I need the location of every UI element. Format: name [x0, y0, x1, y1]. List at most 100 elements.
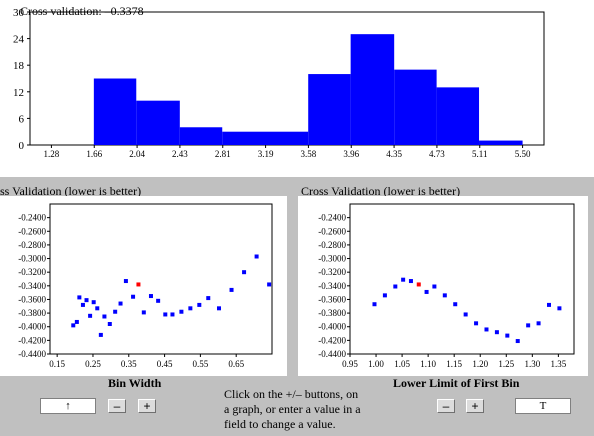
data-point [505, 333, 510, 338]
data-point [102, 314, 107, 319]
data-point [197, 302, 202, 307]
data-point [372, 302, 377, 307]
plot-y-tick-label: -0.4000 [318, 322, 346, 332]
lower-limit-plus-button[interactable]: + [466, 399, 484, 413]
histogram-y-tick-label: 30 [13, 7, 25, 19]
histogram-bar [350, 34, 395, 145]
plot-x-tick-label: 0.65 [228, 359, 244, 369]
data-point [442, 293, 447, 298]
histogram-x-tick-label: 5.50 [515, 149, 531, 159]
histogram-bar [479, 140, 523, 145]
histogram-bar [308, 74, 351, 145]
histogram-x-tick-label: 4.35 [386, 149, 402, 159]
histogram-bar [93, 78, 137, 145]
instructions-line-1: Click on the +/– buttons, on [224, 387, 359, 401]
data-point [217, 306, 222, 311]
data-point [113, 309, 118, 314]
plot-y-tick-label: -0.3800 [18, 308, 46, 318]
bin-width-plus-button[interactable]: + [138, 399, 156, 413]
data-point [401, 277, 406, 282]
instructions-line-3: field to change a value. [224, 417, 336, 431]
histogram-bar [436, 87, 480, 145]
data-point [80, 302, 85, 307]
data-point [88, 313, 93, 318]
plot-x-tick-label: 0.35 [121, 359, 137, 369]
plot-y-tick-label: -0.4400 [18, 349, 46, 359]
plot-y-tick-label: -0.3200 [18, 267, 46, 277]
data-point [118, 301, 123, 306]
plot-x-tick-label: 0.25 [85, 359, 101, 369]
data-point [546, 302, 551, 307]
plot-y-tick-label: -0.2800 [318, 240, 346, 250]
plot-y-tick-label: -0.3600 [18, 294, 46, 304]
histogram-bar [179, 127, 223, 145]
histogram-y-tick-label: 0 [19, 140, 25, 152]
data-point [494, 330, 499, 335]
right-plot-title: Cross Validation (lower is better) [301, 184, 461, 198]
data-point [393, 284, 398, 289]
plot-y-tick-label: -0.3800 [318, 308, 346, 318]
histogram-y-tick-label: 12 [13, 87, 24, 99]
data-point [131, 294, 136, 299]
histogram-y-tick-label: 18 [13, 60, 25, 72]
data-point [484, 327, 489, 332]
data-point [432, 284, 437, 289]
data-point [163, 312, 168, 317]
histogram-x-tick-label: 2.04 [129, 149, 145, 159]
data-point [84, 298, 89, 303]
plot-y-tick-label: -0.3000 [318, 254, 346, 264]
data-point [408, 279, 413, 284]
data-point [453, 302, 458, 307]
data-point [71, 323, 76, 328]
plot-x-tick-label: 0.15 [49, 359, 65, 369]
histogram-x-tick-label: 3.58 [301, 149, 317, 159]
plot-x-tick-label: 1.15 [446, 359, 462, 369]
left-plot-panel: -0.4400 -0.4200 -0.4000 -0.3800 -0.3600 -0.34… [0, 196, 287, 376]
bin-width-minus-button[interactable]: – [108, 399, 126, 413]
data-point [526, 323, 531, 328]
instructions-line-2: a graph, or enter a value in a [224, 402, 361, 416]
data-point [206, 296, 211, 301]
plot-y-tick-label: -0.2600 [318, 226, 346, 236]
plot-y-tick-label: -0.2600 [18, 226, 46, 236]
data-point [156, 298, 161, 303]
data-point [382, 293, 387, 298]
bin-width-plot[interactable]: -0.4400 -0.4200 -0.4000 -0.3800 -0.3600 -0.34… [0, 196, 287, 376]
plot-frame [49, 203, 273, 355]
plot-x-tick-label: 1.20 [472, 359, 488, 369]
histogram-x-tick-label: 5.11 [472, 149, 487, 159]
histogram-y-tick-label: 6 [19, 113, 25, 125]
histogram-chart[interactable]: 0 6 12 18 24 30 1.28 1.66 2.04 2.43 2.81 3.19 3.58 3.… [0, 0, 594, 176]
plot-y-tick-label: -0.3000 [18, 254, 46, 264]
plot-x-tick-label: 1.35 [550, 359, 566, 369]
data-point [229, 287, 234, 292]
histogram-x-tick-label: 3.19 [258, 149, 274, 159]
histogram-x-tick-label: 1.28 [44, 149, 60, 159]
data-point [424, 289, 429, 294]
histogram-y-tick-label: 24 [13, 34, 25, 46]
lower-limit-plot[interactable]: -0.4400 -0.4200 -0.4000 -0.3800 -0.3600 -0.34… [298, 196, 588, 376]
data-point [463, 312, 468, 317]
plot-x-tick-label: 1.05 [394, 359, 410, 369]
data-point [141, 310, 146, 315]
bin-width-field[interactable]: ↑ [40, 398, 96, 414]
instructions-text: Click on the +/– buttons, on a graph, or… [224, 387, 361, 432]
data-point [188, 306, 193, 311]
lower-limit-minus-button[interactable]: – [437, 399, 455, 413]
lower-limit-field[interactable]: T [515, 398, 571, 414]
histogram-bar [222, 131, 309, 145]
histogram-x-tick-label: 2.81 [215, 149, 231, 159]
plot-x-tick-label: 1.25 [498, 359, 514, 369]
histogram-x-tick-label: 4.73 [429, 149, 445, 159]
data-point [74, 319, 79, 324]
plot-y-tick-label: -0.3400 [18, 281, 46, 291]
data-point [242, 270, 247, 275]
data-point [474, 321, 479, 326]
plot-y-tick-label: -0.4400 [318, 349, 346, 359]
data-point [107, 322, 112, 326]
plot-y-tick-label: -0.2400 [18, 213, 46, 223]
data-point [123, 279, 128, 284]
data-point [91, 300, 96, 305]
left-plot-title: ss Validation (lower is better) [0, 184, 142, 198]
plot-x-tick-label: 1.00 [368, 359, 384, 369]
